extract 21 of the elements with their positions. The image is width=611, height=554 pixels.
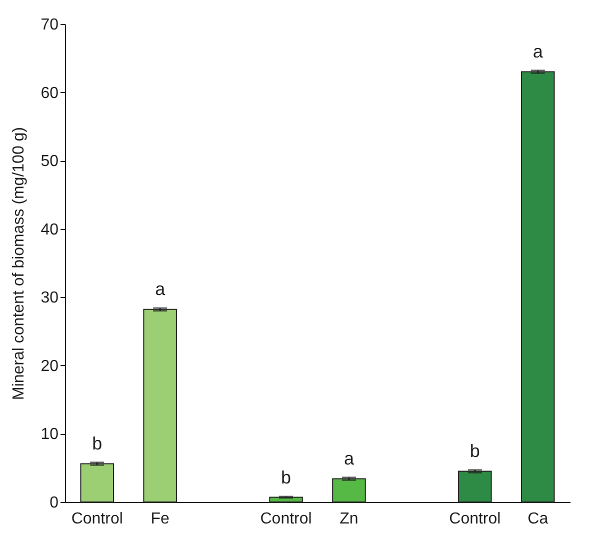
y-tick-label: 70 <box>40 16 59 34</box>
y-tick-label: 20 <box>40 358 59 375</box>
x-tick-label: Fe <box>150 510 170 528</box>
x-tick-label: Control <box>71 510 123 528</box>
data-label: a <box>344 448 355 468</box>
y-tick-label: 50 <box>40 153 59 170</box>
data-label: b <box>92 433 102 454</box>
y-tick-label: 30 <box>40 290 59 307</box>
y-tick-label: 10 <box>40 426 59 444</box>
data-label: a <box>155 279 166 300</box>
x-tick-label: Ca <box>528 510 548 528</box>
data-label: b <box>281 468 292 488</box>
x-tick-label: Zn <box>340 510 358 528</box>
y-tick-label: 0 <box>50 494 59 512</box>
data-label: a <box>532 41 544 62</box>
y-tick-label: 40 <box>40 221 59 238</box>
y-tick-label: 60 <box>40 84 59 102</box>
x-tick-label: Control <box>260 510 312 528</box>
data-label: b <box>470 440 480 461</box>
y-axis-title: Mineral content of biomass (mg/100 g) <box>10 126 28 400</box>
x-tick-label: Control <box>449 510 501 528</box>
